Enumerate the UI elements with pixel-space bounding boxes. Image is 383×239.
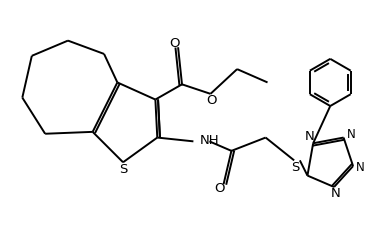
Text: NH: NH [200,134,220,147]
Text: N: N [331,187,341,200]
Text: O: O [206,94,216,107]
Text: O: O [214,182,224,195]
Text: O: O [169,37,180,50]
Text: S: S [119,163,127,176]
Text: N: N [347,128,355,141]
Text: N: N [305,130,315,143]
Text: S: S [291,161,299,174]
Text: N: N [356,162,365,174]
